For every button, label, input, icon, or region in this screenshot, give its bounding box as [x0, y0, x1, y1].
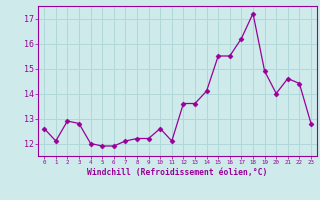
X-axis label: Windchill (Refroidissement éolien,°C): Windchill (Refroidissement éolien,°C) — [87, 168, 268, 177]
